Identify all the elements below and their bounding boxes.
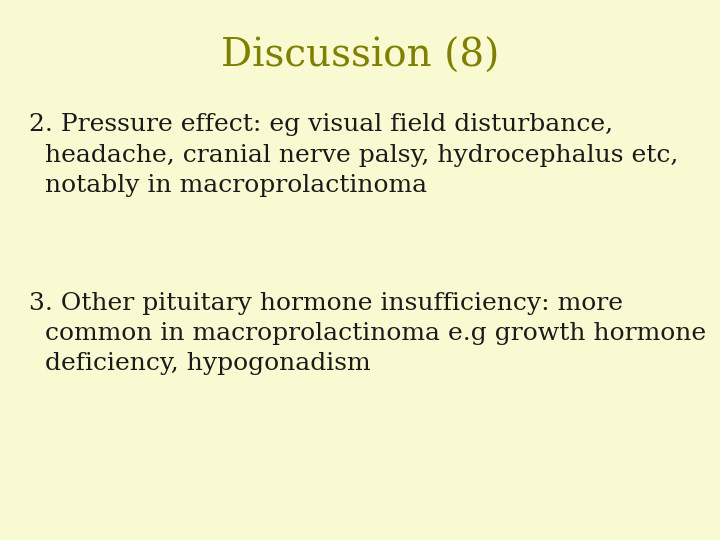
Text: Discussion (8): Discussion (8) <box>221 38 499 75</box>
Text: 3. Other pituitary hormone insufficiency: more
  common in macroprolactinoma e.g: 3. Other pituitary hormone insufficiency… <box>29 292 706 375</box>
Text: 2. Pressure effect: eg visual field disturbance,
  headache, cranial nerve palsy: 2. Pressure effect: eg visual field dist… <box>29 113 678 197</box>
